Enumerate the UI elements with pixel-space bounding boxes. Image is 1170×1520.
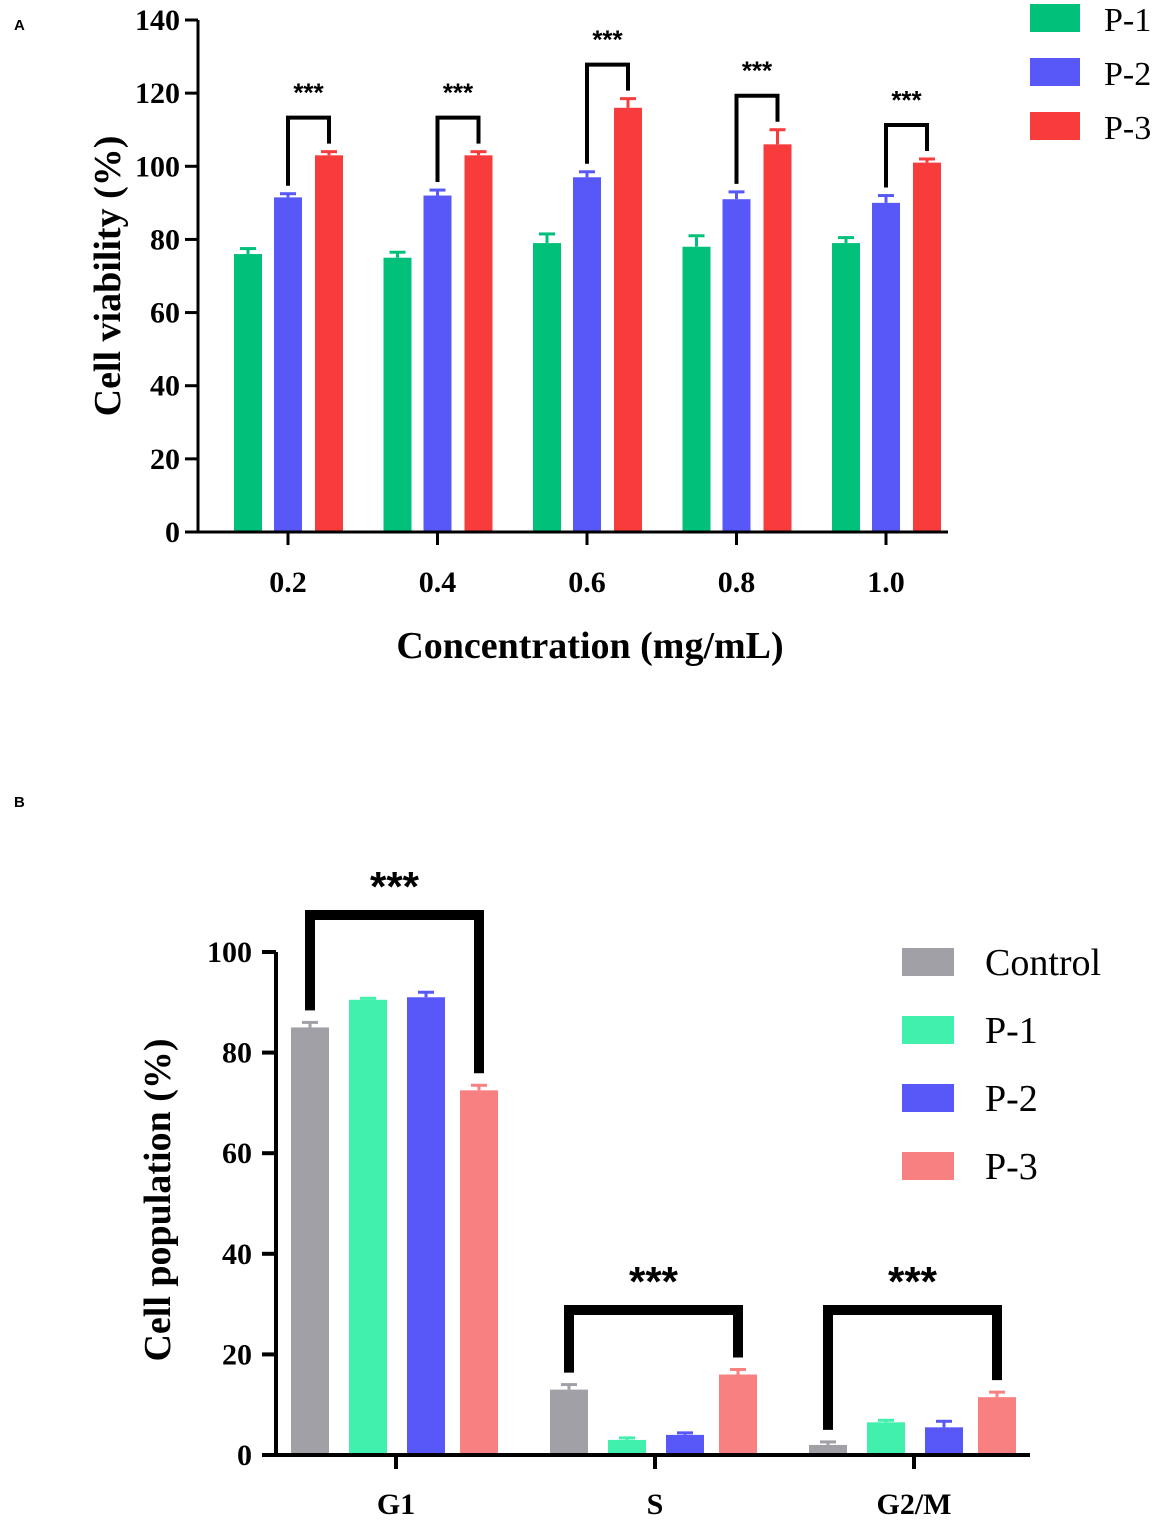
y-tick-label: 120 — [135, 77, 180, 110]
y-tick-label: 60 — [150, 297, 180, 330]
y-tick-label: 40 — [150, 370, 180, 403]
bar — [872, 202, 900, 532]
y-tick-label: 20 — [150, 443, 180, 476]
significance-bracket — [884, 122, 929, 188]
bar — [383, 257, 412, 532]
significance-bracket — [435, 115, 481, 183]
y-tick-label: 140 — [135, 4, 180, 37]
bar — [666, 1434, 704, 1455]
bar — [978, 1397, 1016, 1455]
significance-label: *** — [891, 85, 922, 115]
y-tick-label: 60 — [222, 1137, 252, 1170]
bar — [315, 155, 343, 533]
bar — [682, 246, 711, 532]
x-tick-label: 1.0 — [867, 566, 905, 599]
bar — [608, 1439, 646, 1455]
y-tick-label: 80 — [222, 1037, 252, 1070]
legend-label: P-1 — [1104, 2, 1151, 39]
legend-swatch — [1030, 58, 1080, 86]
bar — [573, 177, 601, 532]
x-tick-label: S — [647, 1488, 664, 1520]
x-axis-title: Concentration (mg/mL) — [396, 625, 783, 667]
significance-label: *** — [293, 78, 324, 108]
bar — [407, 997, 445, 1455]
bar — [460, 1090, 498, 1455]
x-tick-label: 0.6 — [568, 566, 606, 599]
bar — [234, 254, 262, 533]
legend-label: Control — [985, 942, 1101, 984]
legend-label: P-2 — [1104, 56, 1151, 93]
significance-bracket — [564, 1305, 743, 1373]
significance-label: *** — [888, 1258, 938, 1305]
y-axis-title: Cell viability (%) — [87, 136, 129, 417]
significance-label: *** — [370, 863, 420, 910]
chart-panel-b: B 0 20 40 60 80 100 G1 S G2/M Cell population (%) *… — [14, 794, 1101, 1520]
y-tick-label: 20 — [222, 1338, 252, 1371]
x-tick-label: 0.8 — [718, 566, 756, 599]
legend-label: P-2 — [985, 1078, 1038, 1120]
significance-bracket — [286, 115, 331, 186]
bar — [291, 1027, 329, 1455]
bar — [925, 1427, 963, 1455]
significance-bracket — [734, 93, 780, 184]
bar — [722, 199, 751, 532]
x-tick-label: 0.4 — [419, 566, 457, 599]
bar — [913, 162, 941, 532]
bar — [719, 1374, 757, 1455]
significance-label: *** — [592, 25, 623, 55]
significance-bracket — [585, 62, 630, 164]
significance-bracket — [305, 910, 484, 1074]
y-tick-label: 40 — [222, 1238, 252, 1271]
y-tick-label: 100 — [135, 150, 180, 183]
legend-label: P-3 — [1104, 110, 1151, 147]
bar — [423, 195, 452, 533]
bar — [809, 1444, 847, 1455]
significance-label: *** — [629, 1258, 679, 1305]
significance-bracket — [823, 1305, 1002, 1430]
panel-label: A — [14, 17, 25, 34]
significance-label: *** — [742, 56, 773, 86]
bar — [614, 107, 642, 533]
y-tick-label: 0 — [237, 1439, 252, 1472]
significance-label: *** — [443, 78, 474, 108]
legend-swatch — [1030, 112, 1080, 140]
bar — [274, 197, 302, 532]
x-tick-label: G2/M — [877, 1488, 952, 1520]
bar — [464, 155, 493, 533]
legend-swatch — [902, 1084, 954, 1112]
bar — [832, 243, 860, 533]
bar — [533, 243, 561, 533]
x-tick-label: 0.2 — [269, 566, 307, 599]
y-axis-title: Cell population (%) — [137, 1038, 179, 1361]
legend-swatch — [902, 1152, 954, 1180]
chart-panel-a: A 0 20 40 60 80 100 120 140 0.2 0.4 0.6 0.8 1.0 Concen… — [14, 2, 1151, 667]
legend-swatch — [902, 1016, 954, 1044]
legend-swatch — [902, 948, 954, 976]
y-tick-label: 100 — [207, 936, 252, 969]
bar — [550, 1389, 588, 1455]
legend-label: P-3 — [985, 1146, 1038, 1188]
bar — [763, 144, 792, 533]
panel-label: B — [14, 794, 25, 811]
legend-label: P-1 — [985, 1010, 1038, 1052]
y-tick-label: 0 — [165, 516, 180, 549]
legend-swatch — [1030, 4, 1080, 32]
bar — [349, 999, 387, 1455]
bar — [867, 1422, 905, 1455]
y-tick-label: 80 — [150, 223, 180, 256]
x-tick-label: G1 — [377, 1488, 415, 1520]
